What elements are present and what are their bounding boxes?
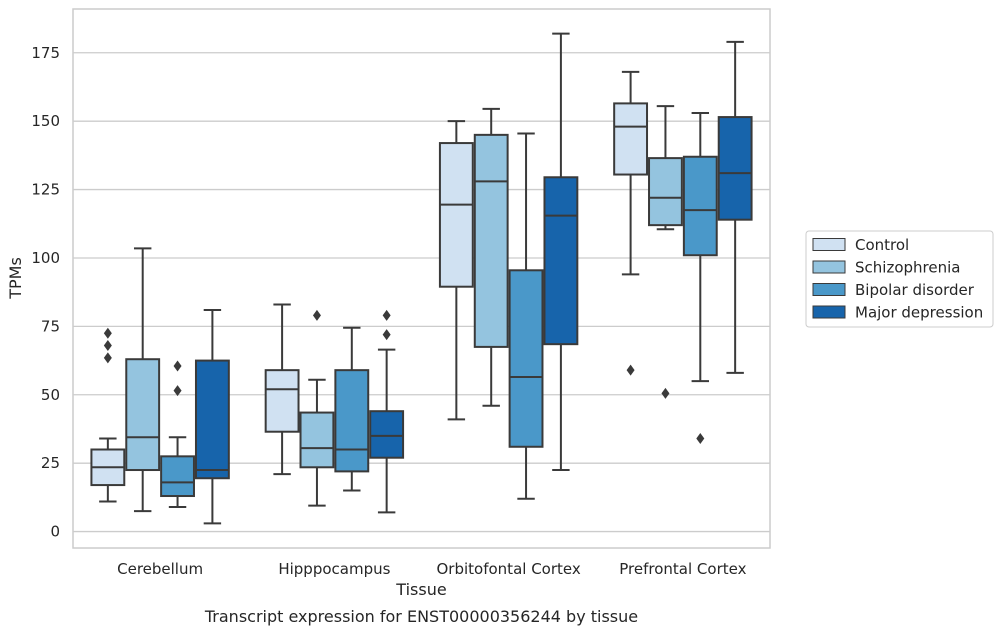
outlier-point: [661, 387, 670, 399]
box-schizophrenia: [473, 107, 509, 407]
y-tick-label: 50: [41, 386, 60, 404]
legend-label: Schizophrenia: [855, 259, 960, 277]
box-control: [438, 120, 474, 421]
box-bipolar-disorder: [334, 326, 370, 492]
y-axis-title: TPMs: [6, 257, 25, 300]
x-tick-labels: Cerebellum Hipppocampus Orbitofontal Corte…: [117, 560, 746, 578]
box-iqr: [160, 455, 195, 498]
box-iqr: [648, 157, 683, 227]
box-iqr: [682, 155, 718, 257]
box-major-depression: [717, 40, 753, 374]
y-tick-label: 150: [31, 112, 60, 130]
box-bipolar-disorder: [508, 132, 544, 500]
y-tick-label: 125: [31, 181, 60, 199]
legend-swatch: [812, 238, 846, 251]
box-iqr: [125, 358, 161, 472]
outlier-point: [103, 340, 112, 352]
x-axis-title: Tissue: [395, 580, 446, 599]
legend-frame: [805, 230, 994, 328]
y-tick-label: 175: [31, 44, 60, 62]
plot-frame: [72, 8, 771, 549]
box-bipolar-disorder: [160, 360, 195, 508]
legend-label: Control: [855, 236, 909, 254]
box-iqr: [543, 176, 579, 346]
box-iqr: [334, 369, 370, 473]
y-tick-label: 25: [41, 454, 60, 472]
figure-caption: Transcript expression for ENST0000035624…: [204, 607, 638, 626]
legend-swatch: [812, 260, 846, 274]
box-layer: [90, 32, 753, 525]
y-tick-labels: 0 25 50 75 100 125 150 175: [31, 44, 60, 541]
outlier-point: [173, 385, 182, 397]
outlier-point: [312, 309, 321, 321]
box-iqr: [194, 359, 230, 480]
outlier-point: [103, 352, 112, 364]
outlier-point: [696, 433, 705, 445]
x-tick-label: Cerebellum: [117, 560, 203, 578]
y-tick-label: 100: [31, 249, 60, 267]
box-schizophrenia: [648, 105, 683, 399]
box-control: [264, 303, 300, 476]
box-iqr: [438, 142, 474, 288]
legend-swatch: [812, 305, 846, 319]
box-major-depression: [194, 308, 230, 525]
box-iqr: [369, 410, 405, 459]
legend-label: Major depression: [855, 304, 983, 322]
box-major-depression: [369, 309, 405, 514]
outlier-point: [382, 329, 391, 341]
box-major-depression: [543, 32, 579, 472]
legend-swatch: [812, 283, 846, 296]
y-tick-label: 0: [50, 523, 60, 541]
box-iqr: [508, 269, 544, 448]
box-iqr: [299, 411, 335, 469]
box-iqr: [473, 133, 509, 348]
x-tick-label: Orbitofontal Cortex: [437, 560, 581, 578]
y-tick-label: 75: [41, 317, 60, 335]
box-iqr: [613, 102, 649, 176]
box-control: [613, 70, 649, 376]
x-tick-label: Hipppocampus: [278, 560, 390, 578]
outlier-point: [103, 327, 112, 339]
box-control: [90, 327, 126, 503]
box-schizophrenia: [125, 247, 161, 513]
outlier-point: [626, 364, 635, 376]
box-iqr: [264, 369, 300, 433]
box-bipolar-disorder: [682, 111, 718, 445]
outlier-point: [173, 360, 182, 372]
box-schizophrenia: [299, 309, 335, 507]
box-iqr: [717, 116, 753, 221]
legend: Control Schizophrenia Bipolar disorder Majo…: [805, 230, 994, 328]
outlier-point: [382, 309, 391, 321]
legend-label: Bipolar disorder: [855, 281, 975, 299]
x-tick-label: Prefrontal Cortex: [619, 560, 746, 578]
